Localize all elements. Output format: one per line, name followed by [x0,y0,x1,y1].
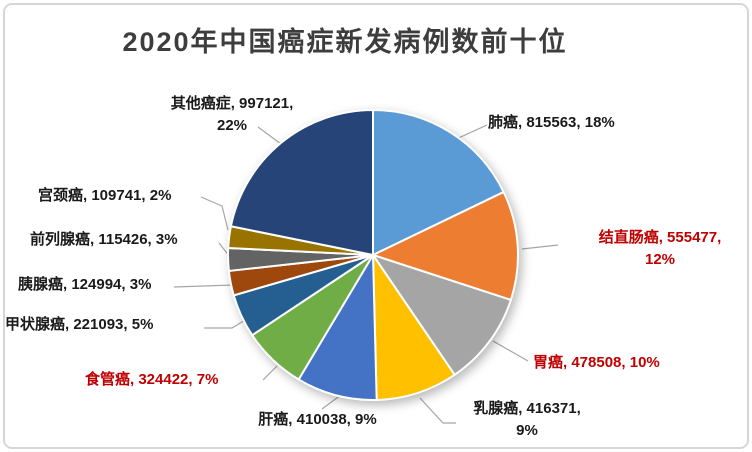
pie-slice-2[interactable] [372,191,520,301]
pie-slice-11[interactable] [229,109,374,256]
chart-title: 2020年中国癌症新发病例数前十位 [122,27,568,57]
leader-line [257,126,282,145]
pie-slice-label: 乳腺癌, 416371, 9% [473,400,581,439]
leader-line [521,244,559,250]
pie-slice-label: 其他癌症, 997121, 22% [170,95,294,134]
pie-slice-3[interactable] [372,254,512,376]
pie-slice-4[interactable] [372,254,456,401]
pie-slices-group [227,109,520,401]
pie-slice-5[interactable] [297,254,378,401]
pie-slice-label: 肺癌, 815563, 18% [488,114,615,131]
pie-slice-1[interactable] [372,109,505,256]
pie-slice-label: 食管癌, 324422, 7% [85,371,219,388]
leader-line [200,196,229,231]
pie-slice-label: 胃癌, 478508, 10% [533,354,660,371]
leader-line [492,340,529,362]
pie-slice-label: 肝癌, 410038, 9% [258,411,377,428]
leader-lines-group [173,124,559,424]
pie-slice-label: 宫颈癌, 109741, 2% [38,187,172,204]
pie-slice-label: 前列腺癌, 115426, 3% [30,231,178,248]
pie-slice-label: 结直肠癌, 555477, 12% [598,229,722,268]
leader-line [173,284,234,288]
pie-slice-label: 甲状腺癌, 221093, 5% [5,316,154,333]
pie-slice-label: 胰腺癌, 124994, 3% [18,276,152,293]
leader-line [262,365,278,381]
leader-line [419,397,456,424]
